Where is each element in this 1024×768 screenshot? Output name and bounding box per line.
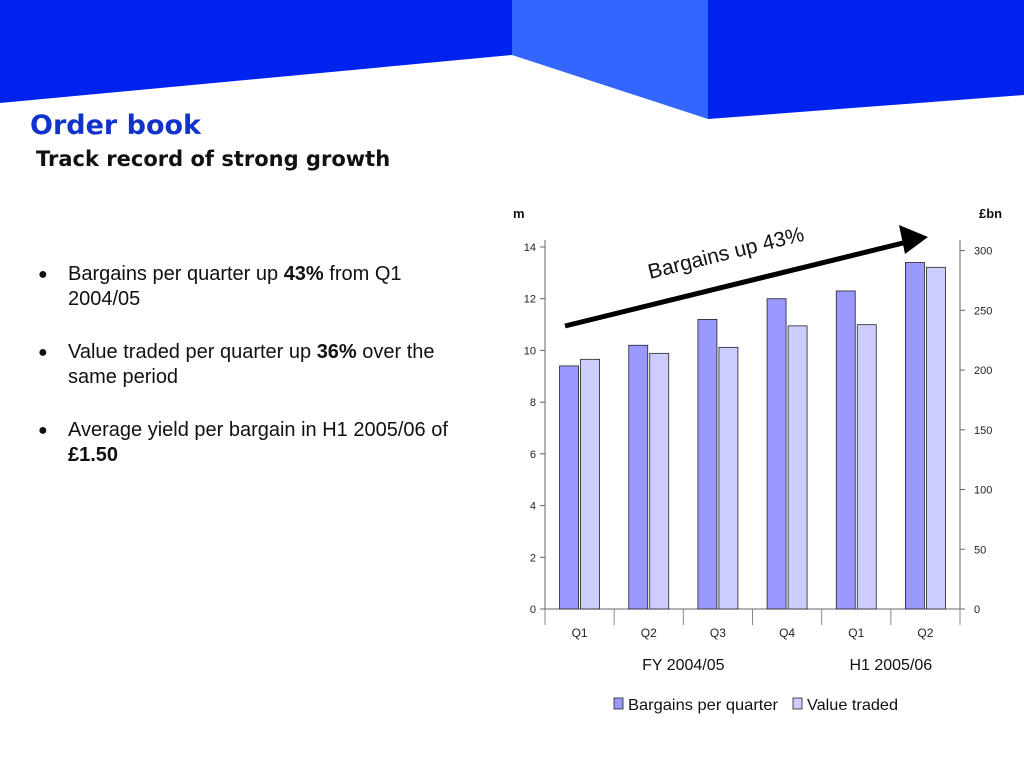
legend-label: Value traded (807, 697, 898, 714)
bar-value-traded (787, 325, 808, 610)
right-axis-tick-label: 300 (974, 246, 992, 258)
right-axis-tick-label: 100 (974, 485, 992, 497)
growth-arrow-line (564, 240, 904, 329)
left-axis-tick-label: 6 (530, 449, 536, 461)
bullet-dot-icon: ● (38, 422, 48, 439)
bar-chart: m £bn 0 2 4 6 8 10 12 14 0 50 100 150 200 250 300 Q1 Q2 Q3 Q… (513, 206, 1002, 714)
bar-value-traded (856, 324, 877, 610)
legend-swatch (613, 697, 624, 710)
growth-arrow-head (899, 225, 928, 254)
right-axis-tick-label: 150 (974, 425, 992, 437)
left-axis-tick-label: 10 (524, 345, 536, 357)
left-axis-tick-label: 4 (530, 501, 536, 513)
legend-label: Bargains per quarter (628, 697, 779, 714)
bullet-list: ● Bargains per quarter up 43% from Q1 200… (36, 262, 476, 496)
bar-bargains (766, 298, 787, 610)
bullet-item: ● Value traded per quarter up 36% over th… (38, 341, 435, 388)
right-axis-tick-label: 250 (974, 305, 992, 317)
left-axis-tick-label: 14 (524, 242, 536, 254)
left-axis-unit-label: m (513, 206, 525, 221)
slide-title: Order book (30, 110, 202, 141)
bar-value-traded (718, 346, 739, 610)
bullet-dot-icon: ● (38, 266, 48, 283)
bar-bargains (697, 319, 718, 610)
left-axis-tick-label: 8 (530, 397, 536, 409)
x-axis-category-label: Q4 (779, 626, 795, 640)
banner-center-panel (512, 0, 708, 119)
left-axis-tick-label: 0 (530, 604, 536, 616)
x-axis-category-label: Q2 (641, 626, 657, 640)
bullet-dot-icon: ● (38, 344, 48, 361)
right-axis-tick-label: 0 (974, 604, 980, 616)
x-axis-category-label: Q1 (572, 626, 588, 640)
bar-value-traded (580, 358, 600, 610)
bar-value-traded (649, 352, 670, 610)
bar-value-traded (926, 266, 946, 610)
period-group-label: FY 2004/05 (642, 657, 725, 674)
x-axis-category-label: Q3 (710, 626, 726, 640)
left-axis-tick-label: 12 (524, 294, 536, 306)
bar-bargains (559, 365, 579, 610)
bullet-item: ● Average yield per bargain in H1 2005/06… (38, 419, 448, 466)
banner-left-panel (0, 0, 512, 103)
bar-bargains (905, 262, 925, 610)
period-group-label: H1 2005/06 (849, 657, 932, 674)
bar-bargains (835, 290, 856, 610)
right-axis-tick-label: 200 (974, 365, 992, 377)
banner-right-panel (708, 0, 1024, 119)
right-axis-tick-label: 50 (974, 544, 986, 556)
left-axis-tick-label: 2 (530, 552, 536, 564)
header-banner (0, 0, 1024, 119)
slide-subtitle: Track record of strong growth (36, 147, 391, 171)
right-axis-unit-label: £bn (979, 206, 1002, 221)
bar-bargains (628, 344, 649, 610)
x-axis-category-label: Q1 (848, 626, 864, 640)
legend-swatch (792, 697, 803, 710)
bullet-item: ● Bargains per quarter up 43% from Q1 200… (38, 263, 402, 310)
x-axis-category-label: Q2 (917, 626, 933, 640)
